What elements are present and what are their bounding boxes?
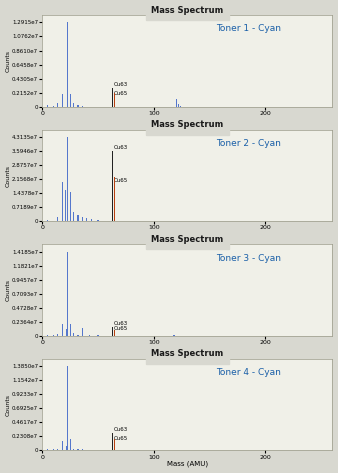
Y-axis label: Counts: Counts (5, 279, 10, 301)
Bar (97, 220, 99, 221)
Bar (66, 329, 67, 336)
Bar (82, 328, 83, 336)
Bar (70, 324, 71, 336)
Bar (70, 192, 71, 221)
Bar (112, 433, 113, 450)
Text: Cu63: Cu63 (114, 82, 128, 87)
Bar (82, 218, 83, 221)
Bar (86, 219, 88, 221)
Text: Cu65: Cu65 (114, 326, 128, 331)
Bar (47, 220, 48, 221)
Y-axis label: Counts: Counts (5, 50, 10, 72)
Bar (53, 106, 54, 107)
Bar (91, 219, 92, 221)
Text: Toner 2 - Cyan: Toner 2 - Cyan (216, 139, 281, 148)
Bar (73, 333, 74, 336)
X-axis label: Mass (AMU): Mass (AMU) (167, 461, 208, 467)
Text: Cu63: Cu63 (114, 145, 128, 150)
Bar (57, 218, 58, 221)
Text: Cu65: Cu65 (114, 178, 128, 183)
Bar (173, 335, 174, 336)
Bar (53, 335, 54, 336)
Text: Cu65: Cu65 (114, 91, 128, 96)
Bar (77, 216, 78, 221)
Bar (65, 190, 66, 221)
Bar (180, 106, 181, 107)
Bar (178, 104, 179, 107)
Bar (70, 439, 71, 450)
Bar (82, 106, 83, 107)
Bar (77, 105, 78, 107)
Bar (62, 183, 63, 221)
Bar (62, 324, 63, 336)
Y-axis label: Counts: Counts (5, 394, 10, 416)
Bar (114, 176, 115, 221)
Title: Mass Spectrum: Mass Spectrum (151, 6, 223, 15)
Bar (47, 105, 48, 107)
Title: Mass Spectrum: Mass Spectrum (151, 235, 223, 244)
Bar (47, 449, 48, 450)
Bar (67, 366, 69, 450)
Bar (57, 104, 58, 107)
Bar (73, 211, 74, 221)
Bar (176, 99, 177, 107)
Bar (67, 252, 69, 336)
Bar (53, 449, 54, 450)
Text: Cu63: Cu63 (114, 321, 128, 326)
Bar (47, 335, 48, 336)
Bar (70, 94, 71, 107)
Bar (114, 330, 115, 336)
Bar (77, 335, 78, 336)
Bar (57, 334, 58, 336)
Bar (114, 439, 115, 450)
Bar (73, 448, 74, 450)
Bar (112, 88, 113, 107)
Bar (73, 104, 74, 107)
Text: Toner 3 - Cyan: Toner 3 - Cyan (216, 254, 281, 263)
Bar (112, 151, 113, 221)
Text: Toner 4 - Cyan: Toner 4 - Cyan (216, 368, 281, 377)
Bar (67, 22, 69, 107)
Bar (57, 448, 58, 450)
Text: Cu65: Cu65 (114, 436, 128, 441)
Bar (77, 449, 78, 450)
Bar (97, 335, 99, 336)
Title: Mass Spectrum: Mass Spectrum (151, 120, 223, 129)
Bar (67, 137, 69, 221)
Bar (82, 449, 83, 450)
Bar (112, 327, 113, 336)
Bar (66, 446, 67, 450)
Text: Cu63: Cu63 (114, 428, 128, 432)
Bar (62, 94, 63, 107)
Text: Toner 1 - Cyan: Toner 1 - Cyan (216, 25, 281, 34)
Bar (114, 93, 115, 107)
Title: Mass Spectrum: Mass Spectrum (151, 349, 223, 358)
Y-axis label: Counts: Counts (5, 165, 10, 186)
Bar (62, 441, 63, 450)
Bar (89, 335, 90, 336)
